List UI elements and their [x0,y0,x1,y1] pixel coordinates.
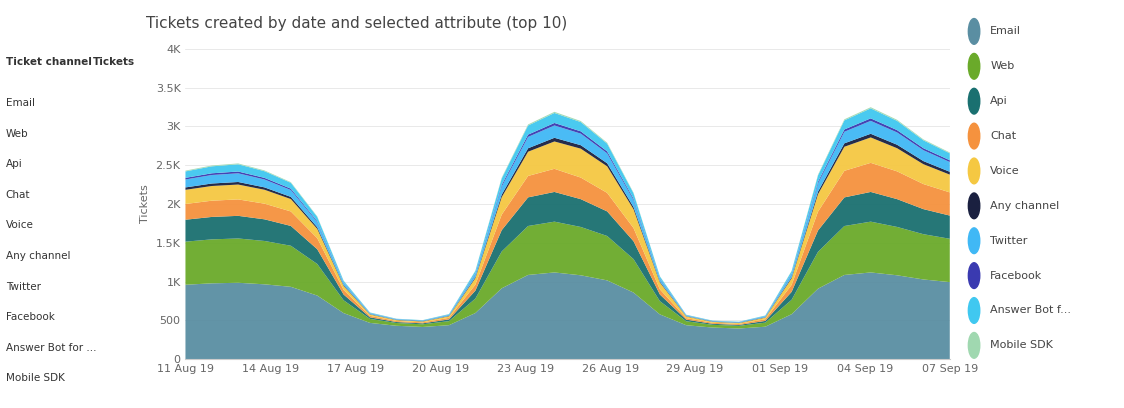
Circle shape [969,158,980,184]
Circle shape [969,298,980,323]
Text: Answer Bot f...: Answer Bot f... [990,306,1071,315]
Text: Voice: Voice [6,220,34,231]
Text: Api: Api [6,159,22,169]
Text: Tickets: Tickets [93,57,135,67]
Text: Any channel: Any channel [990,201,1060,211]
Text: Mobile SDK: Mobile SDK [990,340,1053,350]
Circle shape [969,19,980,44]
Text: Email: Email [6,98,35,108]
Text: Email: Email [990,27,1022,36]
Text: Web: Web [990,61,1015,71]
Text: Ticket channel: Ticket channel [6,57,91,67]
Text: Api: Api [990,96,1008,106]
Circle shape [969,193,980,219]
Circle shape [969,333,980,358]
Text: Twitter: Twitter [990,236,1027,246]
Text: Voice: Voice [990,166,1019,176]
Text: Mobile SDK: Mobile SDK [6,373,64,384]
Circle shape [969,53,980,79]
Text: Facebook: Facebook [6,312,54,322]
Text: Facebook: Facebook [990,271,1043,281]
Text: Chat: Chat [990,131,1016,141]
Circle shape [969,89,980,114]
Circle shape [969,123,980,149]
Circle shape [969,263,980,288]
Circle shape [969,228,980,253]
Text: Answer Bot for ...: Answer Bot for ... [6,343,97,353]
Text: Any channel: Any channel [6,251,70,261]
Text: Twitter: Twitter [6,282,40,292]
Text: Web: Web [6,129,28,139]
Text: Chat: Chat [6,190,30,200]
Y-axis label: Tickets: Tickets [140,185,149,223]
Text: Tickets created by date and selected attribute (top 10): Tickets created by date and selected att… [146,16,568,31]
